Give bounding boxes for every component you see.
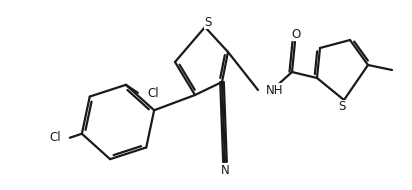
Text: N: N <box>220 165 229 177</box>
Text: S: S <box>338 101 346 113</box>
Text: S: S <box>204 16 212 28</box>
Text: Cl: Cl <box>147 87 159 100</box>
Text: Cl: Cl <box>49 131 61 144</box>
Text: NH: NH <box>266 83 283 97</box>
Text: O: O <box>291 28 301 40</box>
